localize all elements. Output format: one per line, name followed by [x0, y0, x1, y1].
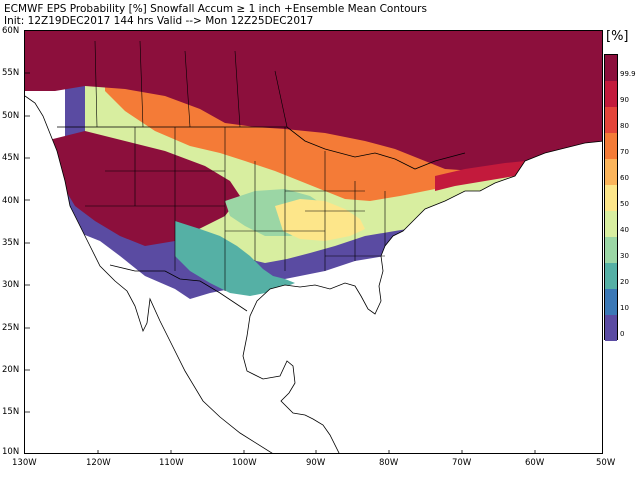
lon-label-90w: 90W [306, 458, 326, 468]
legend-label: 99.9 [620, 70, 636, 78]
legend-swatch [605, 159, 617, 185]
color-legend [604, 54, 618, 341]
axis-tick [25, 72, 30, 413]
legend-swatch [605, 55, 617, 81]
legend-label: 50 [620, 200, 629, 208]
probability-fields [25, 31, 602, 453]
lon-label-120w: 120W [86, 458, 111, 468]
lon-label-50w: 50W [596, 458, 616, 468]
axis-ticks [25, 72, 536, 453]
lat-label-35n: 35N [2, 238, 20, 248]
us-canada-border [57, 126, 466, 170]
legend-swatch [605, 289, 617, 315]
prob-band-4 [45, 131, 240, 246]
legend-swatch [605, 185, 617, 211]
canada-province-boundaries [94, 40, 288, 128]
init-valid-time: Init: 12Z19DEC2017 144 hrs Valid --> Mon… [4, 15, 314, 27]
probability-map [25, 31, 602, 453]
lon-label-100w: 100W [232, 458, 257, 468]
axis-tick [97, 450, 536, 453]
lat-label-25n: 25N [2, 323, 20, 333]
lon-label-70w: 70W [452, 458, 472, 468]
legend-unit: [%] [606, 29, 629, 44]
legend-label: 10 [620, 304, 629, 312]
chart-title: ECMWF EPS Probability [%] Snowfall Accum… [4, 3, 427, 15]
political-borders [25, 40, 602, 453]
lat-label-15n: 15N [2, 407, 20, 417]
lat-label-20n: 20N [2, 365, 20, 375]
legend-swatch [605, 237, 617, 263]
lat-label-60n: 60N [2, 26, 20, 36]
lat-label-10n: 10N [2, 447, 20, 457]
legend-label: 80 [620, 122, 629, 130]
legend-swatch [605, 133, 617, 159]
legend-swatch [605, 107, 617, 133]
lat-label-50n: 50N [2, 111, 20, 121]
legend-label: 0 [620, 330, 625, 338]
map-panel [24, 30, 603, 454]
lat-label-45n: 45N [2, 153, 20, 163]
legend-swatch [605, 211, 617, 237]
lat-label-40n: 40N [2, 196, 20, 206]
legend-label: 70 [620, 148, 629, 156]
legend-label: 90 [620, 96, 629, 104]
lon-label-60w: 60W [525, 458, 545, 468]
lon-label-130w: 130W [12, 458, 37, 468]
legend-label: 60 [620, 174, 629, 182]
legend-swatch [605, 263, 617, 289]
lon-label-80w: 80W [379, 458, 399, 468]
prob-band-6 [175, 221, 295, 296]
lat-label-30n: 30N [2, 280, 20, 290]
coastline [25, 95, 602, 453]
lat-label-55n: 55N [2, 68, 20, 78]
us-state-boundaries [85, 127, 386, 291]
prob-band-3 [25, 31, 602, 171]
legend-swatch [605, 315, 617, 341]
us-mexico-border [109, 264, 248, 312]
prob-band-8 [275, 199, 365, 241]
lon-label-110w: 110W [159, 458, 184, 468]
legend-label: 20 [620, 278, 629, 286]
legend-swatch [605, 81, 617, 107]
legend-label: 30 [620, 252, 629, 260]
legend-label: 40 [620, 226, 629, 234]
